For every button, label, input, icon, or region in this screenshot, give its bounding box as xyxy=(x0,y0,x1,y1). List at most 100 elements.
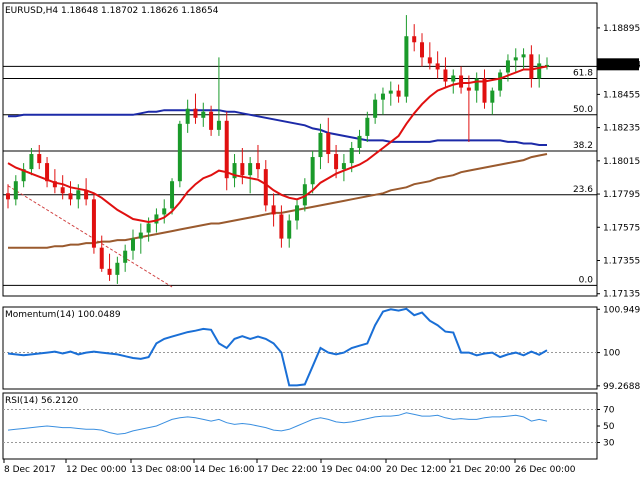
candle-body xyxy=(341,163,346,170)
candle-body xyxy=(310,157,315,185)
candle-body xyxy=(185,108,190,124)
candle-body xyxy=(529,54,534,79)
candle-body xyxy=(68,193,73,200)
candle-body xyxy=(170,181,175,209)
candle-body xyxy=(99,247,104,269)
candle-body xyxy=(232,163,237,179)
candle-body xyxy=(412,36,417,43)
time-axis: 8 Dec 2017 12 Dec 00:00 13 Dec 08:00 14 Dec… xyxy=(3,459,576,475)
candle-body xyxy=(498,72,503,91)
momentum-tick-label: 99.2688 xyxy=(603,382,640,392)
fib-level-label: 23.6 xyxy=(573,185,593,195)
fib-level-label: 50.0 xyxy=(573,105,593,115)
time-tick-label: 13 Dec 08:00 xyxy=(131,465,192,475)
price-tick-label: 1.18235 xyxy=(603,124,640,134)
candle-body xyxy=(302,184,307,206)
price-tick-label: 1.17575 xyxy=(603,223,640,233)
sma-red-line xyxy=(7,65,548,224)
candle-body xyxy=(91,199,96,248)
candle-body xyxy=(373,99,378,118)
candle-body xyxy=(326,132,331,155)
fib-trend-line xyxy=(7,185,173,288)
candle-body xyxy=(224,120,229,179)
candle-body xyxy=(162,208,167,215)
time-tick-label: 20 Dec 12:00 xyxy=(386,465,447,475)
candle-body xyxy=(349,147,354,164)
candle-body xyxy=(334,154,339,170)
candle-body xyxy=(84,190,89,200)
candle-body xyxy=(490,90,495,103)
momentum-frame xyxy=(2,306,598,390)
time-tick-label: 12 Dec 00:00 xyxy=(66,465,127,475)
candle-body xyxy=(201,111,206,118)
candle-body xyxy=(255,163,260,170)
candle-body xyxy=(263,169,268,206)
candle-body xyxy=(271,205,276,215)
time-tick-label: 19 Dec 04:00 xyxy=(321,465,382,475)
rsi-line xyxy=(7,412,548,435)
candle-body xyxy=(420,42,425,58)
candle-body xyxy=(240,163,245,176)
candle-body xyxy=(29,154,34,170)
fib-level-label: 61.8 xyxy=(573,69,593,79)
candle-body xyxy=(216,120,221,130)
current-price-label: 1.18654 xyxy=(600,60,640,70)
candle-body xyxy=(505,60,510,73)
candle-body xyxy=(482,78,487,103)
candle-body xyxy=(209,111,214,130)
price-tick-label: 1.18455 xyxy=(603,90,640,100)
candle-body xyxy=(21,169,26,182)
candle-body xyxy=(365,117,370,136)
fib-level-label: 0.0 xyxy=(579,275,594,285)
sma-blue-line xyxy=(8,109,547,146)
candle-body xyxy=(521,54,526,58)
candle-body xyxy=(76,190,81,200)
candle-body xyxy=(177,123,182,182)
candle-body xyxy=(146,223,151,233)
candle-body xyxy=(193,108,198,118)
price-tick-label: 1.18015 xyxy=(603,157,640,167)
price-panel-title: EURUSD,H4 1.18648 1.18702 1.18626 1.1865… xyxy=(5,6,219,16)
candle-body xyxy=(45,163,50,182)
candle-body xyxy=(451,75,456,82)
rsi-tick-label: 70 xyxy=(603,406,615,416)
momentum-line xyxy=(7,307,548,387)
candle-body xyxy=(115,262,120,275)
candle-body xyxy=(13,181,18,200)
time-tick-label: 8 Dec 2017 xyxy=(4,465,56,475)
candle-body xyxy=(388,90,393,94)
sma-brown-line xyxy=(8,153,548,249)
candle-body xyxy=(287,220,292,239)
candle-body xyxy=(396,90,401,97)
candle-body xyxy=(459,75,464,88)
momentum-panel: 100.9499 100 99.2688 xyxy=(2,305,640,392)
candle-body xyxy=(545,64,549,67)
price-tick-label: 1.17355 xyxy=(603,257,640,267)
candle-body xyxy=(295,205,300,221)
candle-body xyxy=(443,69,448,82)
candle-body xyxy=(474,78,479,91)
candle-body xyxy=(404,36,409,97)
candle-body xyxy=(248,163,253,176)
time-tick-label: 21 Dec 20:00 xyxy=(450,465,511,475)
rsi-tick-label: 50 xyxy=(603,422,615,432)
fib-level-label: 38.2 xyxy=(573,141,593,151)
momentum-tick-label: 100 xyxy=(603,349,620,359)
price-tick-label: 1.17135 xyxy=(603,290,640,300)
rsi-panel: 70 50 30 xyxy=(2,392,615,460)
candle-body xyxy=(138,232,143,239)
rsi-title: RSI(14) 56.2120 xyxy=(5,396,78,406)
candle-body xyxy=(37,154,42,164)
candle-body xyxy=(6,193,10,200)
candle-body xyxy=(537,63,542,79)
candle-body xyxy=(279,214,284,239)
candle-body xyxy=(154,214,159,224)
momentum-title: Momentum(14) 100.0489 xyxy=(5,310,121,320)
time-tick-label: 26 Dec 00:00 xyxy=(515,465,576,475)
price-tick-label: 1.18895 xyxy=(603,24,640,34)
candle-body xyxy=(52,181,57,188)
current-price-box xyxy=(597,58,639,71)
time-tick-label: 14 Dec 16:00 xyxy=(194,465,255,475)
